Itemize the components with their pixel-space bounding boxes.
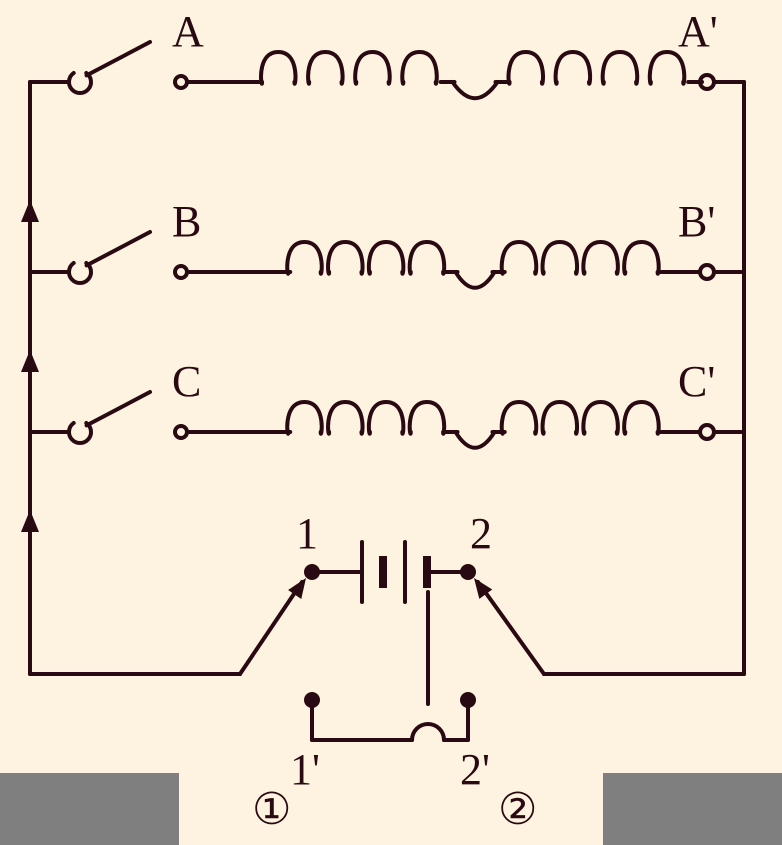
label-A-left: A	[172, 7, 204, 56]
label-C-left: C	[172, 357, 201, 406]
label-onePrime: 1'	[290, 745, 320, 794]
label-circ2: ②	[498, 785, 537, 834]
label-A-right: A'	[678, 7, 718, 56]
label-B-left: B	[172, 197, 201, 246]
circuit-diagram: A A' B B' C C' 1 2 1' 2' ① ②	[0, 0, 782, 845]
label-two: 2	[470, 509, 492, 558]
label-B-right: B'	[678, 197, 715, 246]
label-twoPrime: 2'	[460, 745, 490, 794]
label-one: 1	[296, 509, 318, 558]
label-circ1: ①	[252, 785, 291, 834]
label-C-right: C'	[678, 357, 715, 406]
